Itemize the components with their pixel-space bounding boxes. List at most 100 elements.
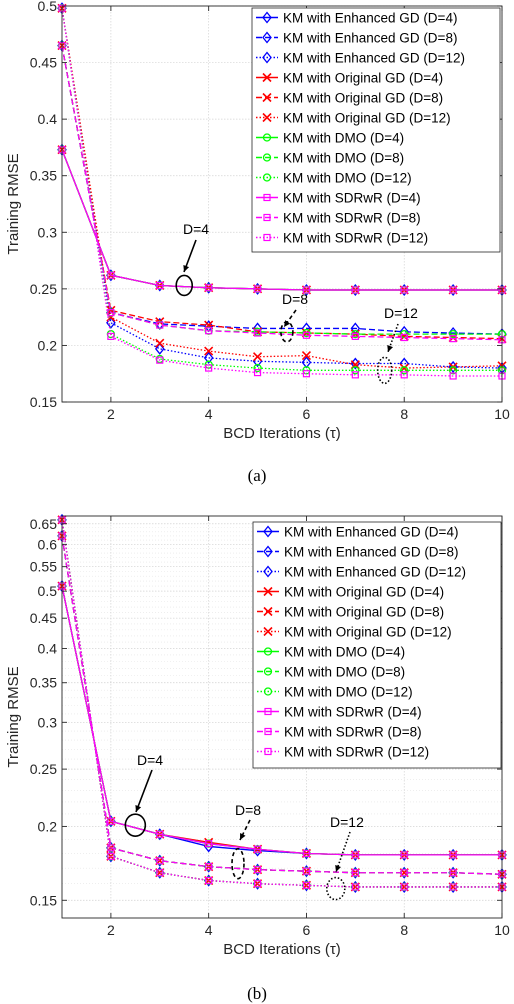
- chart-b-y-tick-label: 0.3: [38, 714, 58, 730]
- chart-a-y-tick-label: 0.15: [30, 394, 57, 410]
- chart-b-legend-marker: [264, 727, 272, 736]
- chart-b-series-line: [61, 519, 502, 888]
- chart-a-data-point: [156, 356, 164, 364]
- chart-b-annotation-arrow: [335, 831, 351, 873]
- chart-a-series-line: [61, 8, 503, 369]
- chart-a-data-point: [302, 370, 311, 378]
- chart-a-y-tick-label: 0.2: [38, 337, 58, 353]
- chart-b-legend-label: KM with Original GD (D=8): [284, 605, 444, 620]
- chart-a-y-tick-label: 0.4: [38, 111, 58, 127]
- chart-b-series-line: [61, 535, 503, 875]
- chart-a-legend: KM with Enhanced GD (D=4) KM with Enhance…: [251, 7, 501, 253]
- chart-b-legend-marker: [263, 606, 273, 617]
- chart-a-data-point: [448, 366, 458, 375]
- chart-a-legend-label: KM with Original GD (D=4): [283, 71, 443, 86]
- chart-a-legend-box: [251, 7, 501, 253]
- chart-b-data-point: [400, 883, 408, 891]
- chart-a-legend-marker: [263, 233, 271, 242]
- chart-a-data-point: [301, 351, 312, 361]
- chart-b-ticks: 2 4 6 8 10 0.15 0.2 0.25 0.3 0.35 0.4 0.45 0.5 0.55 0.…: [30, 516, 510, 938]
- chart-a-annotation-arrowhead: [387, 345, 393, 352]
- chart-a-data-point: [107, 309, 115, 317]
- chart-a-legend-marker: [262, 51, 272, 64]
- chart-a-data-point: [107, 332, 115, 340]
- chart-a-legend-marker: [262, 11, 272, 24]
- chart-b-x-tick-label: 2: [107, 922, 115, 938]
- chart-a-data-point: [156, 321, 164, 329]
- chart-a-y-tick-label: 0.45: [30, 55, 57, 71]
- chart-a-x-tick-label: 2: [107, 406, 115, 422]
- chart-b-data-point: [302, 867, 311, 875]
- chart-a-svg: 2 4 6 8 10 0.15 0.2 0.25 0.3 0.35 0.4 0.45 0.5 BCD It…: [5, 0, 510, 442]
- chart-b-data-point: [253, 866, 262, 874]
- chart-a-data-point: [400, 366, 409, 375]
- chart-a-x-tick-label: 8: [400, 406, 408, 422]
- chart-a-data-point: [204, 346, 214, 356]
- chart-a-x-tick-label: 4: [205, 406, 213, 422]
- chart-b-legend-marker: [264, 747, 272, 756]
- chart-a-data-point: [205, 327, 213, 335]
- chart-b-legend-marker: [263, 687, 273, 696]
- chart-b-y-tick-label: 0.35: [30, 675, 57, 691]
- chart-b-data-point: [302, 881, 311, 889]
- chart-a-annotation-label: D=12: [384, 305, 418, 321]
- chart-a-data-point: [449, 286, 457, 294]
- chart-a-legend-label: KM with DMO (D=8): [283, 151, 404, 166]
- chart-a-annotation-ellipse: [175, 274, 194, 297]
- chart-b-data-point: [302, 849, 311, 858]
- chart-a-data-point: [253, 285, 262, 293]
- chart-a-y-tick-label: 0.35: [30, 168, 57, 184]
- chart-a-legend-label: KM with DMO (D=4): [283, 131, 404, 146]
- chart-a-legend-marker: [263, 193, 271, 202]
- chart-a-y-tick-label: 0.25: [30, 281, 57, 297]
- chart-b-data-point: [400, 851, 408, 859]
- chart-b-y-tick-label: 0.4: [38, 640, 58, 656]
- chart-b-annotation-ellipse: [124, 813, 147, 837]
- chart-a-legend-marker: [262, 72, 272, 83]
- chart-a-annotation-label: D=4: [183, 221, 209, 237]
- chart-b-data-point: [205, 876, 213, 885]
- chart-a-data-point: [155, 338, 165, 348]
- chart-b-legend-marker: [264, 707, 272, 716]
- chart-a-legend-label: KM with Enhanced GD (D=4): [283, 11, 457, 26]
- chart-a-data-point: [253, 329, 262, 337]
- chart-b-data-point: [156, 857, 164, 865]
- chart-a-legend-label: KM with Enhanced GD (D=8): [283, 31, 457, 46]
- chart-a-y-tick-label: 0.5: [38, 0, 58, 14]
- chart-b-data-point: [449, 883, 457, 891]
- chart-b-y-tick-label: 0.45: [30, 610, 57, 626]
- chart-b-legend-label: KM with DMO (D=8): [284, 665, 405, 680]
- chart-a-ticks: 2 4 6 8 10 0.15 0.2 0.25 0.3 0.35 0.4 0.45 0.5: [30, 0, 510, 422]
- chart-a-legend-marker: [263, 213, 271, 222]
- chart-b-axes-box: [61, 515, 503, 919]
- chart-b-data-point: [107, 844, 115, 852]
- chart-b-y-axis-label: Training RMSE: [5, 666, 22, 767]
- chart-b-legend-marker: [263, 667, 273, 676]
- chart-a-series-line: [61, 45, 503, 341]
- chart-a-legend-marker: [262, 112, 272, 123]
- chart-b-data-point: [351, 883, 359, 891]
- chart-a-legend-label: KM with Original GD (D=12): [283, 111, 451, 126]
- chart-b-legend-label: KM with Enhanced GD (D=8): [284, 545, 458, 560]
- chart-a-series-11: [58, 4, 506, 380]
- chart-a-data-point: [253, 363, 262, 373]
- chart-a-legend-label: KM with Original GD (D=8): [283, 91, 443, 106]
- chart-a-data-point: [302, 331, 311, 339]
- chart-a-data-point: [400, 333, 408, 342]
- chart-b-legend-marker: [263, 647, 273, 656]
- chart-b-y-tick-label: 0.5: [38, 583, 58, 599]
- chart-a-data-point: [156, 281, 164, 290]
- chart-a-legend-marker: [262, 31, 272, 44]
- chart-a-axes-box: [61, 5, 503, 403]
- chart-b-data-point: [107, 852, 115, 860]
- chart-a-y-axis-label: Training RMSE: [5, 153, 22, 254]
- chart-a-legend-label: KM with SDRwR (D=4): [283, 191, 421, 206]
- chart-b-data-point: [156, 830, 164, 838]
- chart-b-svg: 2 4 6 8 10 0.15 0.2 0.25 0.3 0.35 0.4 0.45 0.5 0.55 0.…: [5, 513, 510, 958]
- chart-a-series-line: [61, 8, 502, 377]
- chart-b-legend-marker: [263, 626, 273, 637]
- chart-a-data-point: [449, 335, 457, 343]
- chart-a-series-line: [61, 45, 502, 335]
- chart-a-caption: (a): [247, 466, 267, 485]
- chart-b-legend-label: KM with SDRwR (D=8): [284, 725, 422, 740]
